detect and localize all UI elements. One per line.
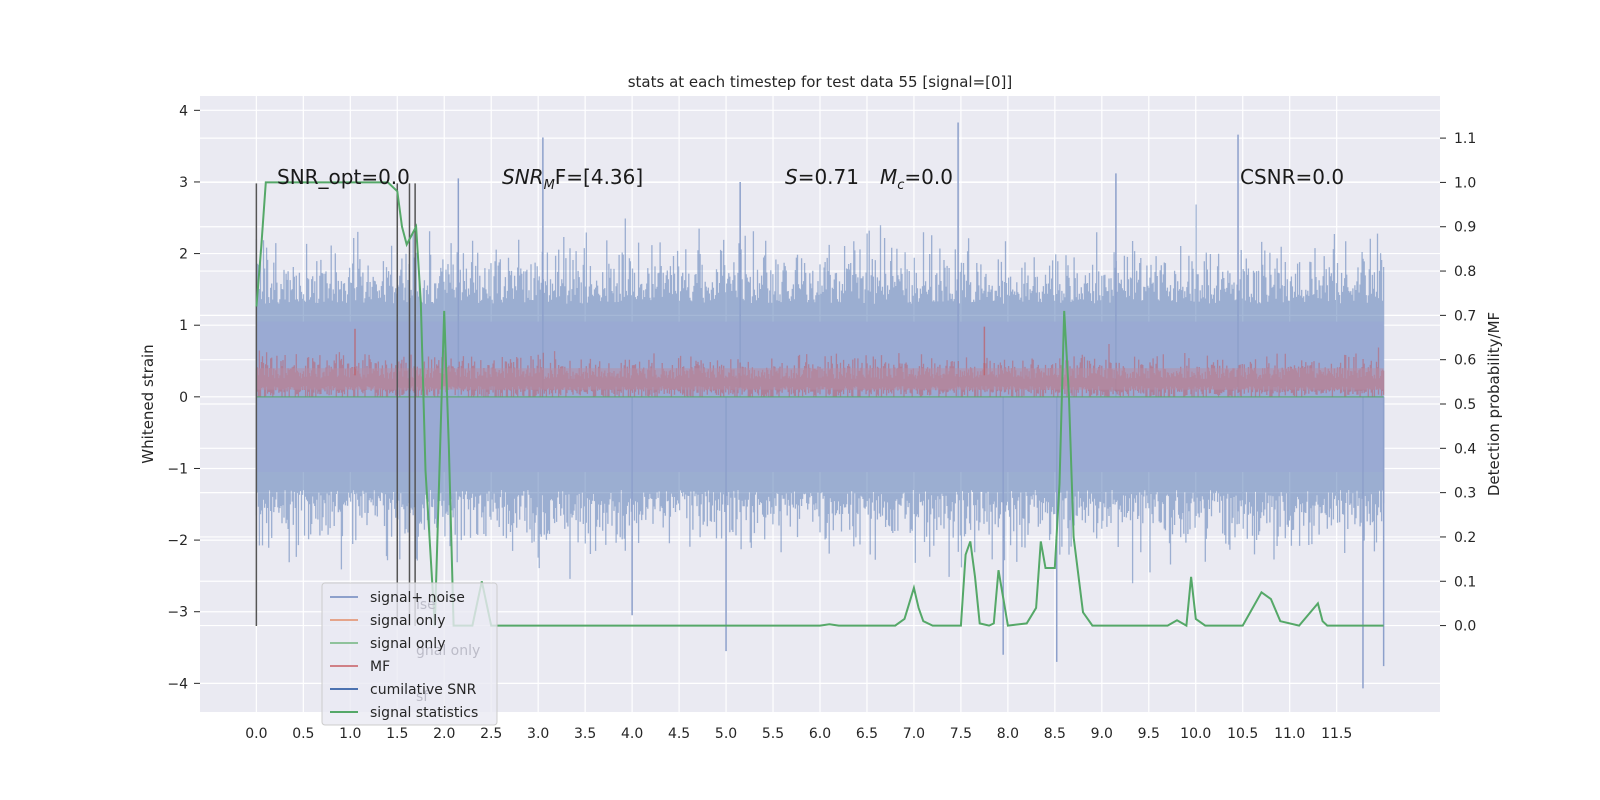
mf-core-band bbox=[256, 368, 1384, 390]
legend-label: signal+ noise bbox=[370, 590, 465, 606]
x-tick-label: 8.0 bbox=[997, 726, 1019, 742]
x-tick-label: 2.5 bbox=[480, 726, 502, 742]
x-tick-label: 4.5 bbox=[668, 726, 690, 742]
y2-tick-label: 0.6 bbox=[1454, 353, 1476, 369]
y2-tick-label: 0.2 bbox=[1454, 530, 1476, 546]
y-tick-label: −4 bbox=[167, 676, 188, 692]
mc-value: =0.0 bbox=[904, 165, 953, 189]
x-tick-label: 3.5 bbox=[574, 726, 596, 742]
snr-opt-annotation: SNR_opt=0.0 bbox=[277, 165, 410, 189]
y-tick-label: 1 bbox=[179, 318, 188, 334]
y2-tick-label: 0.7 bbox=[1454, 308, 1476, 324]
x-tick-label: 6.0 bbox=[809, 726, 831, 742]
y-tick-label: 4 bbox=[179, 103, 188, 119]
y-tick-label: 0 bbox=[179, 390, 188, 406]
x-tick-label: 9.0 bbox=[1091, 726, 1113, 742]
snr-mf-annotation: SNRMF=[4.36] bbox=[502, 165, 643, 193]
x-tick-label: 7.0 bbox=[903, 726, 925, 742]
x-tick-label: 9.5 bbox=[1138, 726, 1160, 742]
chart-title: stats at each timestep for test data 55 … bbox=[628, 73, 1013, 91]
snr-mf-symbol: SNR bbox=[502, 165, 544, 189]
x-tick-label: 5.5 bbox=[762, 726, 784, 742]
x-tick-label: 10.5 bbox=[1227, 726, 1258, 742]
legend: ise gnal only sf signal+ noise signal only si… bbox=[321, 582, 498, 726]
x-tick-label: 1.5 bbox=[386, 726, 408, 742]
legend-label: MF bbox=[370, 659, 390, 675]
mc-symbol: M bbox=[880, 165, 897, 189]
x-tick-label: 11.5 bbox=[1321, 726, 1352, 742]
x-tick-label: 0.5 bbox=[292, 726, 314, 742]
x-tick-label: 0.0 bbox=[245, 726, 267, 742]
mc-annotation: Mc=0.0 bbox=[880, 165, 953, 193]
legend-ghost-text: sf bbox=[416, 689, 429, 705]
mc-subscript: c bbox=[897, 178, 904, 193]
csnr-annotation: CSNR=0.0 bbox=[1240, 165, 1344, 189]
x-tick-label: 7.5 bbox=[950, 726, 972, 742]
signal-statistics-line bbox=[255, 181, 1384, 628]
axis-ticks: 0.0 0.5 1.0 1.5 2.0 2.5 3.0 3.5 4.0 4.5 5.0 5.5 6.0 6… bbox=[167, 103, 1476, 742]
legend-label: signal only bbox=[370, 613, 445, 629]
y2-axis-label: Detection probability/MF bbox=[1485, 312, 1503, 496]
x-tick-label: 3.0 bbox=[527, 726, 549, 742]
y-tick-label: −1 bbox=[167, 461, 188, 477]
legend-label: signal statistics bbox=[370, 705, 478, 721]
s-symbol: S bbox=[785, 165, 798, 189]
y-axis-label: Whitened strain bbox=[139, 344, 157, 463]
signal-statistics-series bbox=[255, 181, 1384, 628]
y2-tick-label: 0.8 bbox=[1454, 264, 1476, 280]
x-tick-label: 4.0 bbox=[621, 726, 643, 742]
s-annotation: S=0.71 bbox=[785, 165, 859, 189]
y2-tick-label: 1.1 bbox=[1454, 131, 1476, 147]
legend-label: cumilative SNR bbox=[370, 682, 477, 698]
legend-ghost-text: gnal only bbox=[416, 643, 480, 659]
x-tick-label: 5.0 bbox=[715, 726, 737, 742]
legend-box bbox=[321, 582, 498, 726]
snr-mf-value: F=[4.36] bbox=[555, 165, 643, 189]
y2-tick-label: 0.9 bbox=[1454, 220, 1476, 236]
x-tick-label: 8.5 bbox=[1044, 726, 1066, 742]
y2-tick-label: 0.5 bbox=[1454, 397, 1476, 413]
s-value: =0.71 bbox=[798, 165, 859, 189]
y2-tick-label: 0.4 bbox=[1454, 441, 1476, 457]
snr-mf-subscript: M bbox=[544, 178, 555, 193]
x-tick-label: 2.0 bbox=[433, 726, 455, 742]
y-tick-label: 3 bbox=[179, 175, 188, 191]
y-tick-label: −3 bbox=[167, 605, 188, 621]
x-tick-label: 10.0 bbox=[1180, 726, 1211, 742]
y2-tick-label: 1.0 bbox=[1454, 175, 1476, 191]
y2-tick-label: 0.1 bbox=[1454, 574, 1476, 590]
y2-tick-label: 0.0 bbox=[1454, 619, 1476, 635]
x-tick-label: 6.5 bbox=[856, 726, 878, 742]
y2-tick-label: 0.3 bbox=[1454, 486, 1476, 502]
annotations: SNR_opt=0.0 SNRMF=[4.36] S=0.71 Mc=0.0 C… bbox=[277, 165, 1344, 193]
x-tick-label: 1.0 bbox=[339, 726, 361, 742]
y-tick-label: 2 bbox=[179, 247, 188, 263]
legend-ghost-text: ise bbox=[416, 597, 436, 613]
y-tick-label: −2 bbox=[167, 533, 188, 549]
legend-label: signal only bbox=[370, 636, 445, 652]
vertical-markers bbox=[255, 183, 416, 627]
x-tick-label: 11.0 bbox=[1274, 726, 1305, 742]
